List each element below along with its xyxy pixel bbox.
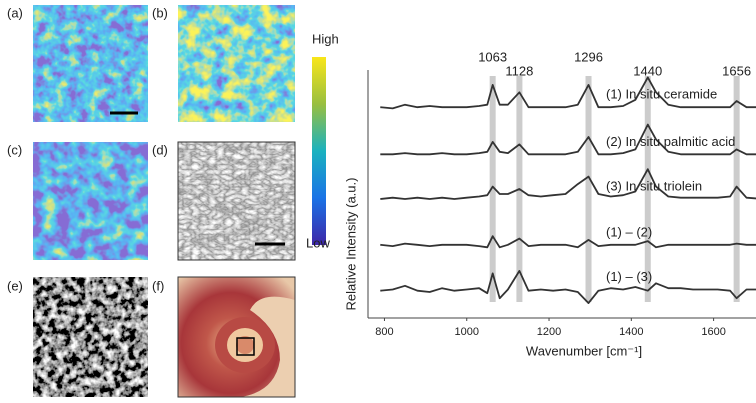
y-axis-label: Relative Intensity (a.u.)	[343, 178, 358, 311]
x-tick-label: 1600	[701, 326, 725, 338]
x-axis-label: Wavenumber [cm⁻¹]	[526, 343, 642, 358]
panel-label: (b)	[152, 5, 168, 20]
spectrum-line	[380, 270, 756, 304]
peak-band	[733, 76, 740, 302]
peak-label: 1656	[722, 63, 751, 78]
spectrum-line	[380, 76, 756, 110]
heatmap-b	[178, 5, 295, 122]
histology-f	[178, 277, 295, 397]
spectrum-line	[380, 168, 756, 200]
panel-label: (c)	[7, 142, 22, 157]
series-label: (3) In situ triolein	[606, 178, 702, 193]
peak-band	[644, 76, 651, 302]
x-tick-label: 1200	[537, 326, 561, 338]
panel-border	[177, 141, 296, 261]
peak-band	[585, 76, 592, 302]
peak-label: 1128	[505, 63, 533, 78]
x-tick-label: 1000	[455, 326, 479, 338]
series-label: (2) In situ palmitic acid	[606, 134, 735, 149]
roi-box	[236, 337, 255, 356]
colorbar-high: High	[312, 31, 339, 46]
spectrum-line	[380, 123, 756, 156]
peak-label: 1063	[478, 49, 507, 64]
spectra-chart: 1063112812961440165680010001200140016001…	[343, 49, 756, 358]
spectrum-line	[380, 235, 756, 249]
peak-band	[489, 76, 496, 302]
panel-label: (f)	[152, 278, 164, 293]
panel-border	[177, 276, 296, 398]
heatmap-c	[33, 142, 148, 260]
series-label: (1) – (3)	[606, 269, 652, 284]
x-tick-label: 1400	[619, 326, 643, 338]
series-label: (1) – (2)	[606, 224, 652, 239]
heatmap-a	[33, 5, 148, 122]
colorbar-low: Low	[306, 235, 330, 250]
peak-label: 1440	[633, 63, 662, 78]
panel-label: (e)	[7, 278, 23, 293]
x-tick-label: 800	[375, 326, 393, 338]
series-label: (1) In situ ceramide	[606, 87, 717, 102]
panel-label: (d)	[152, 142, 168, 157]
panel-label: (a)	[7, 5, 23, 20]
brightfield-d	[178, 142, 295, 260]
peak-label: 1296	[574, 49, 603, 64]
colorbar	[312, 57, 326, 245]
tissue-center	[236, 336, 254, 354]
image-e	[33, 277, 148, 397]
